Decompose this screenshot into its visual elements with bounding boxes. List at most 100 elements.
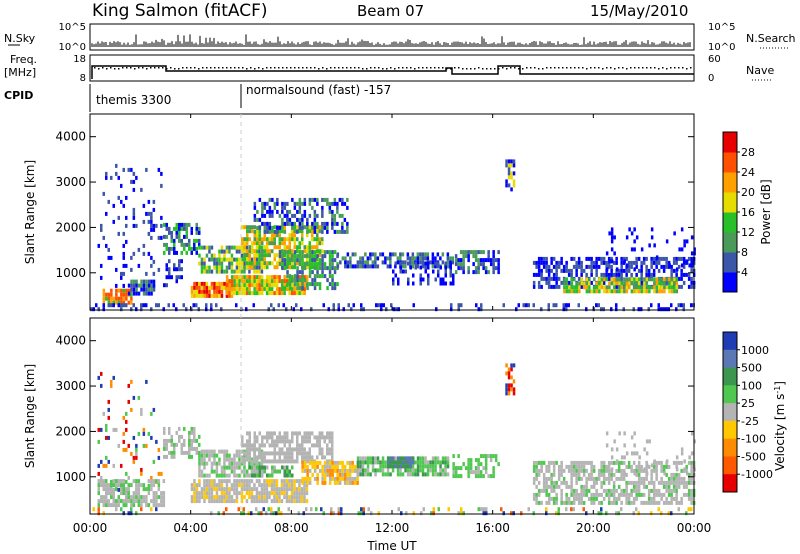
- range-cell: [281, 237, 284, 242]
- range-cell: [107, 459, 110, 464]
- range-cell: [545, 488, 548, 493]
- range-cell: [419, 273, 422, 278]
- range-cell: [100, 495, 103, 500]
- range-cell: [210, 469, 214, 474]
- range-cell: [308, 262, 312, 267]
- range-cell: [429, 468, 432, 473]
- range-cell: [280, 487, 284, 492]
- range-cell: [657, 268, 661, 273]
- range-cell: [550, 260, 553, 265]
- range-cell: [185, 234, 188, 239]
- range-cell: [215, 499, 219, 504]
- range-cell: [217, 511, 220, 516]
- range-cell: [535, 496, 538, 501]
- range-cell: [366, 460, 370, 465]
- range-cell: [271, 237, 274, 242]
- range-cell: [200, 495, 204, 500]
- range-cell: [251, 229, 254, 234]
- range-cell: [633, 239, 636, 244]
- range-cell: [640, 247, 644, 252]
- range-cell: [484, 454, 488, 459]
- range-cell: [494, 454, 498, 459]
- range-cell: [397, 307, 400, 312]
- range-cell: [374, 256, 377, 261]
- range-cell: [160, 171, 163, 176]
- range-cell: [258, 431, 261, 436]
- range-cell: [431, 252, 435, 257]
- range-cell: [276, 443, 279, 448]
- range-cell: [238, 257, 241, 262]
- range-cell: [446, 256, 450, 261]
- range-cell: [107, 499, 110, 504]
- range-cell: [527, 507, 530, 512]
- range-cell: [130, 255, 133, 260]
- range-cell: [620, 276, 623, 281]
- nave-dot: [526, 67, 528, 69]
- range-cell: [369, 460, 372, 465]
- range-cell: [512, 179, 516, 184]
- range-cell: [482, 266, 485, 271]
- range-cell: [195, 303, 198, 308]
- range-cell: [638, 455, 641, 460]
- range-cell: [560, 268, 563, 273]
- range-cell: [434, 468, 437, 473]
- range-cell: [195, 450, 198, 455]
- range-cell: [271, 229, 274, 234]
- range-cell: [665, 264, 668, 269]
- range-cell: [293, 221, 297, 226]
- range-cell: [240, 269, 244, 274]
- range-cell: [122, 503, 125, 508]
- range-cell: [459, 474, 463, 479]
- nave-dot: [502, 67, 504, 69]
- range-cell: [328, 258, 332, 263]
- range-cell: [290, 491, 294, 496]
- range-cell: [291, 451, 294, 456]
- range-cell: [482, 511, 485, 516]
- range-cell: [102, 411, 105, 416]
- range-cell: [608, 285, 611, 290]
- range-cell: [570, 277, 574, 282]
- range-cell: [677, 460, 681, 465]
- range-cell: [268, 253, 271, 258]
- range-cell: [261, 209, 264, 214]
- range-cell: [235, 495, 239, 500]
- range-cell: [296, 258, 299, 263]
- range-cell: [612, 488, 616, 493]
- range-cell: [642, 500, 646, 505]
- range-cell: [338, 468, 342, 473]
- range-cell: [286, 245, 289, 250]
- range-cell: [233, 479, 236, 484]
- range-cell: [180, 250, 183, 255]
- range-cell: [291, 265, 294, 270]
- range-cell: [454, 474, 458, 479]
- range-cell: [281, 217, 284, 222]
- range-cell: [570, 488, 573, 493]
- range-cell: [537, 280, 541, 285]
- range-cell: [168, 271, 171, 276]
- range-cell: [323, 455, 326, 460]
- range-cell: [248, 457, 251, 462]
- range-cell: [195, 499, 199, 504]
- range-cell: [444, 281, 447, 286]
- range-cell: [316, 435, 319, 440]
- range-cell: [328, 464, 332, 469]
- range-cell: [97, 427, 100, 432]
- range-cell: [316, 270, 319, 275]
- range-cell: [132, 187, 136, 192]
- range-cell: [431, 472, 435, 477]
- range-cell: [333, 464, 337, 469]
- nave-dot: [278, 67, 280, 69]
- range-cell: [132, 303, 135, 308]
- range-cell: [185, 226, 188, 231]
- range-cell: [662, 500, 666, 505]
- range-cell: [175, 267, 178, 272]
- range-cell: [346, 480, 349, 485]
- range-cell: [293, 233, 296, 238]
- range-cell: [250, 257, 254, 262]
- range-cell: [326, 225, 329, 230]
- range-cell: [620, 455, 624, 460]
- range-cell: [650, 260, 653, 265]
- range-cell: [623, 443, 626, 448]
- range-cell: [270, 483, 274, 488]
- range-cell: [220, 487, 224, 492]
